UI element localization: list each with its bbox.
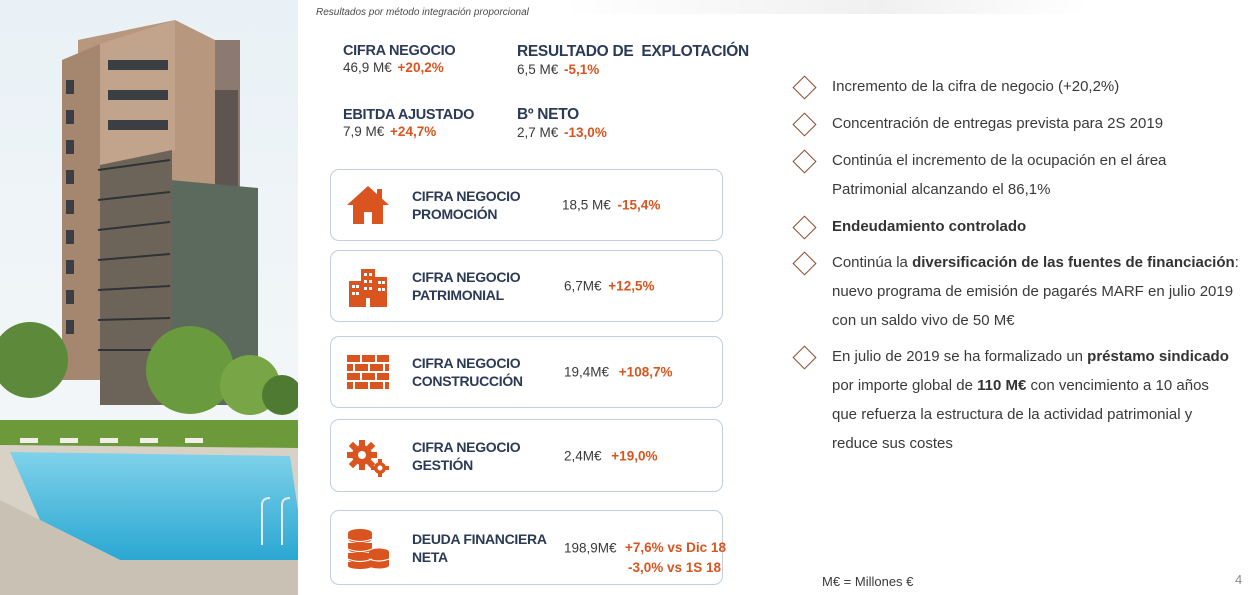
kpi-label: CIFRA NEGOCIO: [343, 43, 456, 59]
kpi-label: EBITDA AJUSTADO: [343, 107, 475, 123]
card-value: 6,7M€ +12,5%: [564, 278, 655, 294]
top-decorative-bar: [560, 0, 1090, 14]
kpi-ebitda-ajustado: EBITDA AJUSTADO 7,9 M€ +24,7%: [343, 107, 474, 139]
bullet-item: Concentración de entregas prevista para …: [792, 109, 1254, 138]
card-label: CIFRA NEGOCIO PROMOCIÓN: [412, 188, 521, 222]
card-cifra-negocio-gestion: CIFRA NEGOCIO GESTIÓN 2,4M€ +19,0%: [330, 419, 723, 492]
house-icon: [347, 186, 389, 224]
card-cifra-negocio-construccion: CIFRA NEGOCIO CONSTRUCCIÓN 19,4M€ +108,7%: [330, 336, 723, 408]
gears-icon: [347, 439, 389, 477]
diamond-bullet-icon: [792, 345, 817, 370]
kpi-beneficio-neto: Bº NETO 2,7 M€ -13,0%: [517, 106, 607, 140]
buildings-icon: [349, 269, 387, 307]
diamond-bullet-icon: [792, 112, 817, 137]
card-label: DEUDA FINANCIERA NETA: [412, 530, 547, 565]
card-label: CIFRA NEGOCIO CONSTRUCCIÓN: [412, 355, 523, 389]
card-value: 18,5 M€ -15,4%: [562, 197, 661, 213]
kpi-value: 6,5 M€: [517, 62, 559, 77]
card-change-vs-dic18: +7,6% vs Dic 18: [625, 540, 726, 555]
units-footnote: M€ = Millones €: [822, 574, 914, 589]
page-number: 4: [1235, 572, 1243, 587]
bullet-item: Continúa la diversificación de las fuent…: [792, 248, 1254, 335]
kpi-cifra-negocio: CIFRA NEGOCIO 46,9 M€ +20,2%: [343, 43, 456, 75]
kpi-value: 7,9 M€: [343, 124, 385, 139]
kpi-label: RESULTADO DE EXPLOTACIÓN: [517, 43, 749, 60]
kpi-label: Bº NETO: [517, 106, 579, 123]
kpi-change: -13,0%: [564, 125, 607, 140]
card-deuda-financiera-neta: DEUDA FINANCIERA NETA 198,9M€ +7,6% vs Di…: [330, 510, 726, 585]
brick-wall-icon: [347, 355, 389, 389]
card-cifra-negocio-promocion: CIFRA NEGOCIO PROMOCIÓN 18,5 M€ -15,4%: [330, 169, 723, 241]
bullet-item: En julio de 2019 se ha formalizado un pr…: [792, 342, 1254, 458]
card-value: 2,4M€ +19,0%: [564, 448, 658, 463]
card-value: 19,4M€ +108,7%: [564, 364, 673, 380]
coins-stack-icon: [347, 528, 390, 569]
card-label: CIFRA NEGOCIO GESTIÓN: [412, 438, 521, 473]
page-subtitle: Resultados por método integración propor…: [316, 7, 529, 18]
bullet-item: Continúa el incremento de la ocupación e…: [792, 146, 1254, 204]
kpi-change: +24,7%: [390, 124, 437, 139]
diamond-bullet-icon: [792, 215, 817, 240]
kpi-value: 2,7 M€: [517, 125, 559, 140]
bullet-item: Endeudamiento controlado: [792, 212, 1254, 241]
card-value: 198,9M€: [564, 540, 617, 556]
diamond-bullet-icon: [792, 75, 817, 100]
kpi-value: 46,9 M€: [343, 60, 392, 75]
bullet-item: Incremento de la cifra de negocio (+20,2…: [792, 72, 1254, 101]
card-label: CIFRA NEGOCIO PATRIMONIAL: [412, 269, 521, 303]
diamond-bullet-icon: [792, 251, 817, 276]
highlights-list: Incremento de la cifra de negocio (+20,2…: [792, 72, 1254, 458]
diamond-bullet-icon: [792, 149, 817, 174]
kpi-resultado-explotacion: RESULTADO DE EXPLOTACIÓN 6,5 M€ -5,1%: [517, 43, 749, 77]
card-cifra-negocio-patrimonial: CIFRA NEGOCIO PATRIMONIAL 6,7M€ +12,5%: [330, 250, 723, 322]
building-photo: [0, 0, 298, 595]
kpi-change: -5,1%: [564, 62, 600, 77]
card-change-vs-1s18: -3,0% vs 1S 18: [628, 560, 722, 575]
kpi-change: +20,2%: [397, 60, 444, 75]
